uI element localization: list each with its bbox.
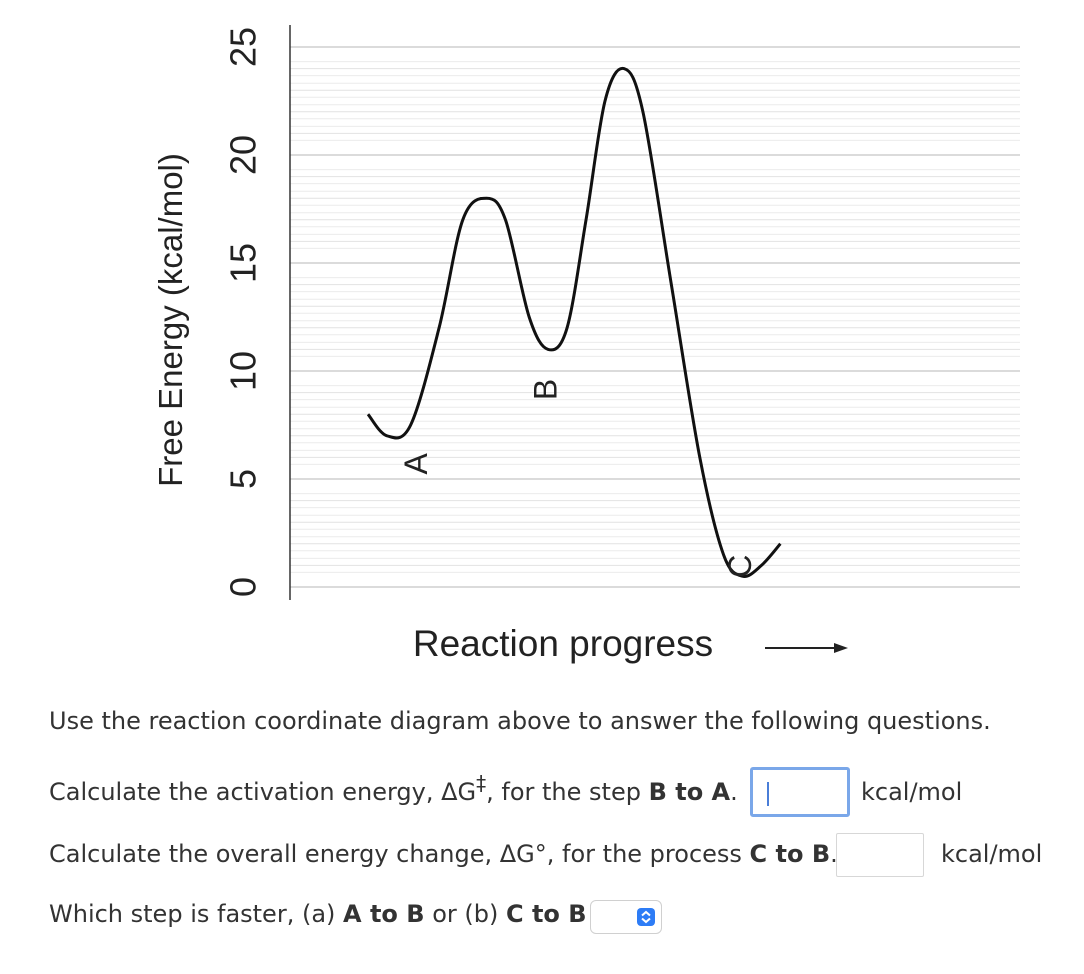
point-label-a: A — [398, 452, 434, 474]
q1-mid: , for the step — [486, 778, 649, 806]
question-activation-energy: Calculate the activation energy, ΔG‡, fo… — [49, 771, 738, 806]
double-dagger-symbol: ‡ — [476, 771, 487, 795]
q3-text: Which step is faster, (a) — [49, 900, 344, 928]
y-axis-label: Free Energy (kcal/mol) — [152, 153, 189, 487]
y-tick-label: 15 — [223, 243, 264, 283]
overall-change-input[interactable] — [836, 833, 924, 877]
point-label-b: B — [528, 379, 564, 400]
chart-grid — [290, 46, 1020, 588]
x-axis-label: Reaction progress — [413, 623, 713, 664]
question-overall-change: Calculate the overall energy change, ΔG°… — [49, 840, 838, 868]
q3-option-a: A to B — [343, 900, 425, 928]
q1-end: . — [730, 778, 738, 806]
q3-option-b: C to B — [505, 900, 587, 928]
text-caret — [767, 782, 769, 806]
x-axis-arrowhead — [834, 643, 848, 653]
q3-mid: or (b) — [424, 900, 506, 928]
energy-curve — [366, 66, 782, 578]
unit-label-2: kcal/mol — [941, 840, 1043, 868]
y-tick-label: 5 — [223, 469, 264, 489]
q2-end: . — [830, 840, 838, 868]
q2-step: C to B — [749, 840, 831, 868]
point-label-c: C — [722, 555, 758, 578]
y-tick-label: 10 — [223, 351, 264, 391]
y-tick-label: 25 — [223, 27, 264, 67]
q1-text: Calculate the activation energy, ΔG — [49, 778, 477, 806]
intro-text: Use the reaction coordinate diagram abov… — [49, 707, 991, 735]
point-labels: A B C — [398, 379, 758, 578]
q2-text: Calculate the overall energy change, ΔG°… — [49, 840, 750, 868]
y-tick-label: 20 — [223, 135, 264, 175]
y-tick-label: 0 — [223, 577, 264, 597]
activation-energy-input[interactable] — [750, 767, 850, 817]
y-tick-labels: 0 5 10 15 20 25 — [223, 27, 264, 597]
chevron-up-down-icon[interactable] — [637, 908, 655, 926]
reaction-coordinate-diagram: 0 5 10 15 20 25 Free Energy (kcal/mol) A B C Re… — [152, 25, 1020, 664]
faster-step-select[interactable] — [590, 900, 662, 934]
unit-label-1: kcal/mol — [861, 778, 963, 806]
question-faster-step: Which step is faster, (a) A to B or (b) … — [49, 900, 607, 928]
q1-step: B to A — [648, 778, 731, 806]
